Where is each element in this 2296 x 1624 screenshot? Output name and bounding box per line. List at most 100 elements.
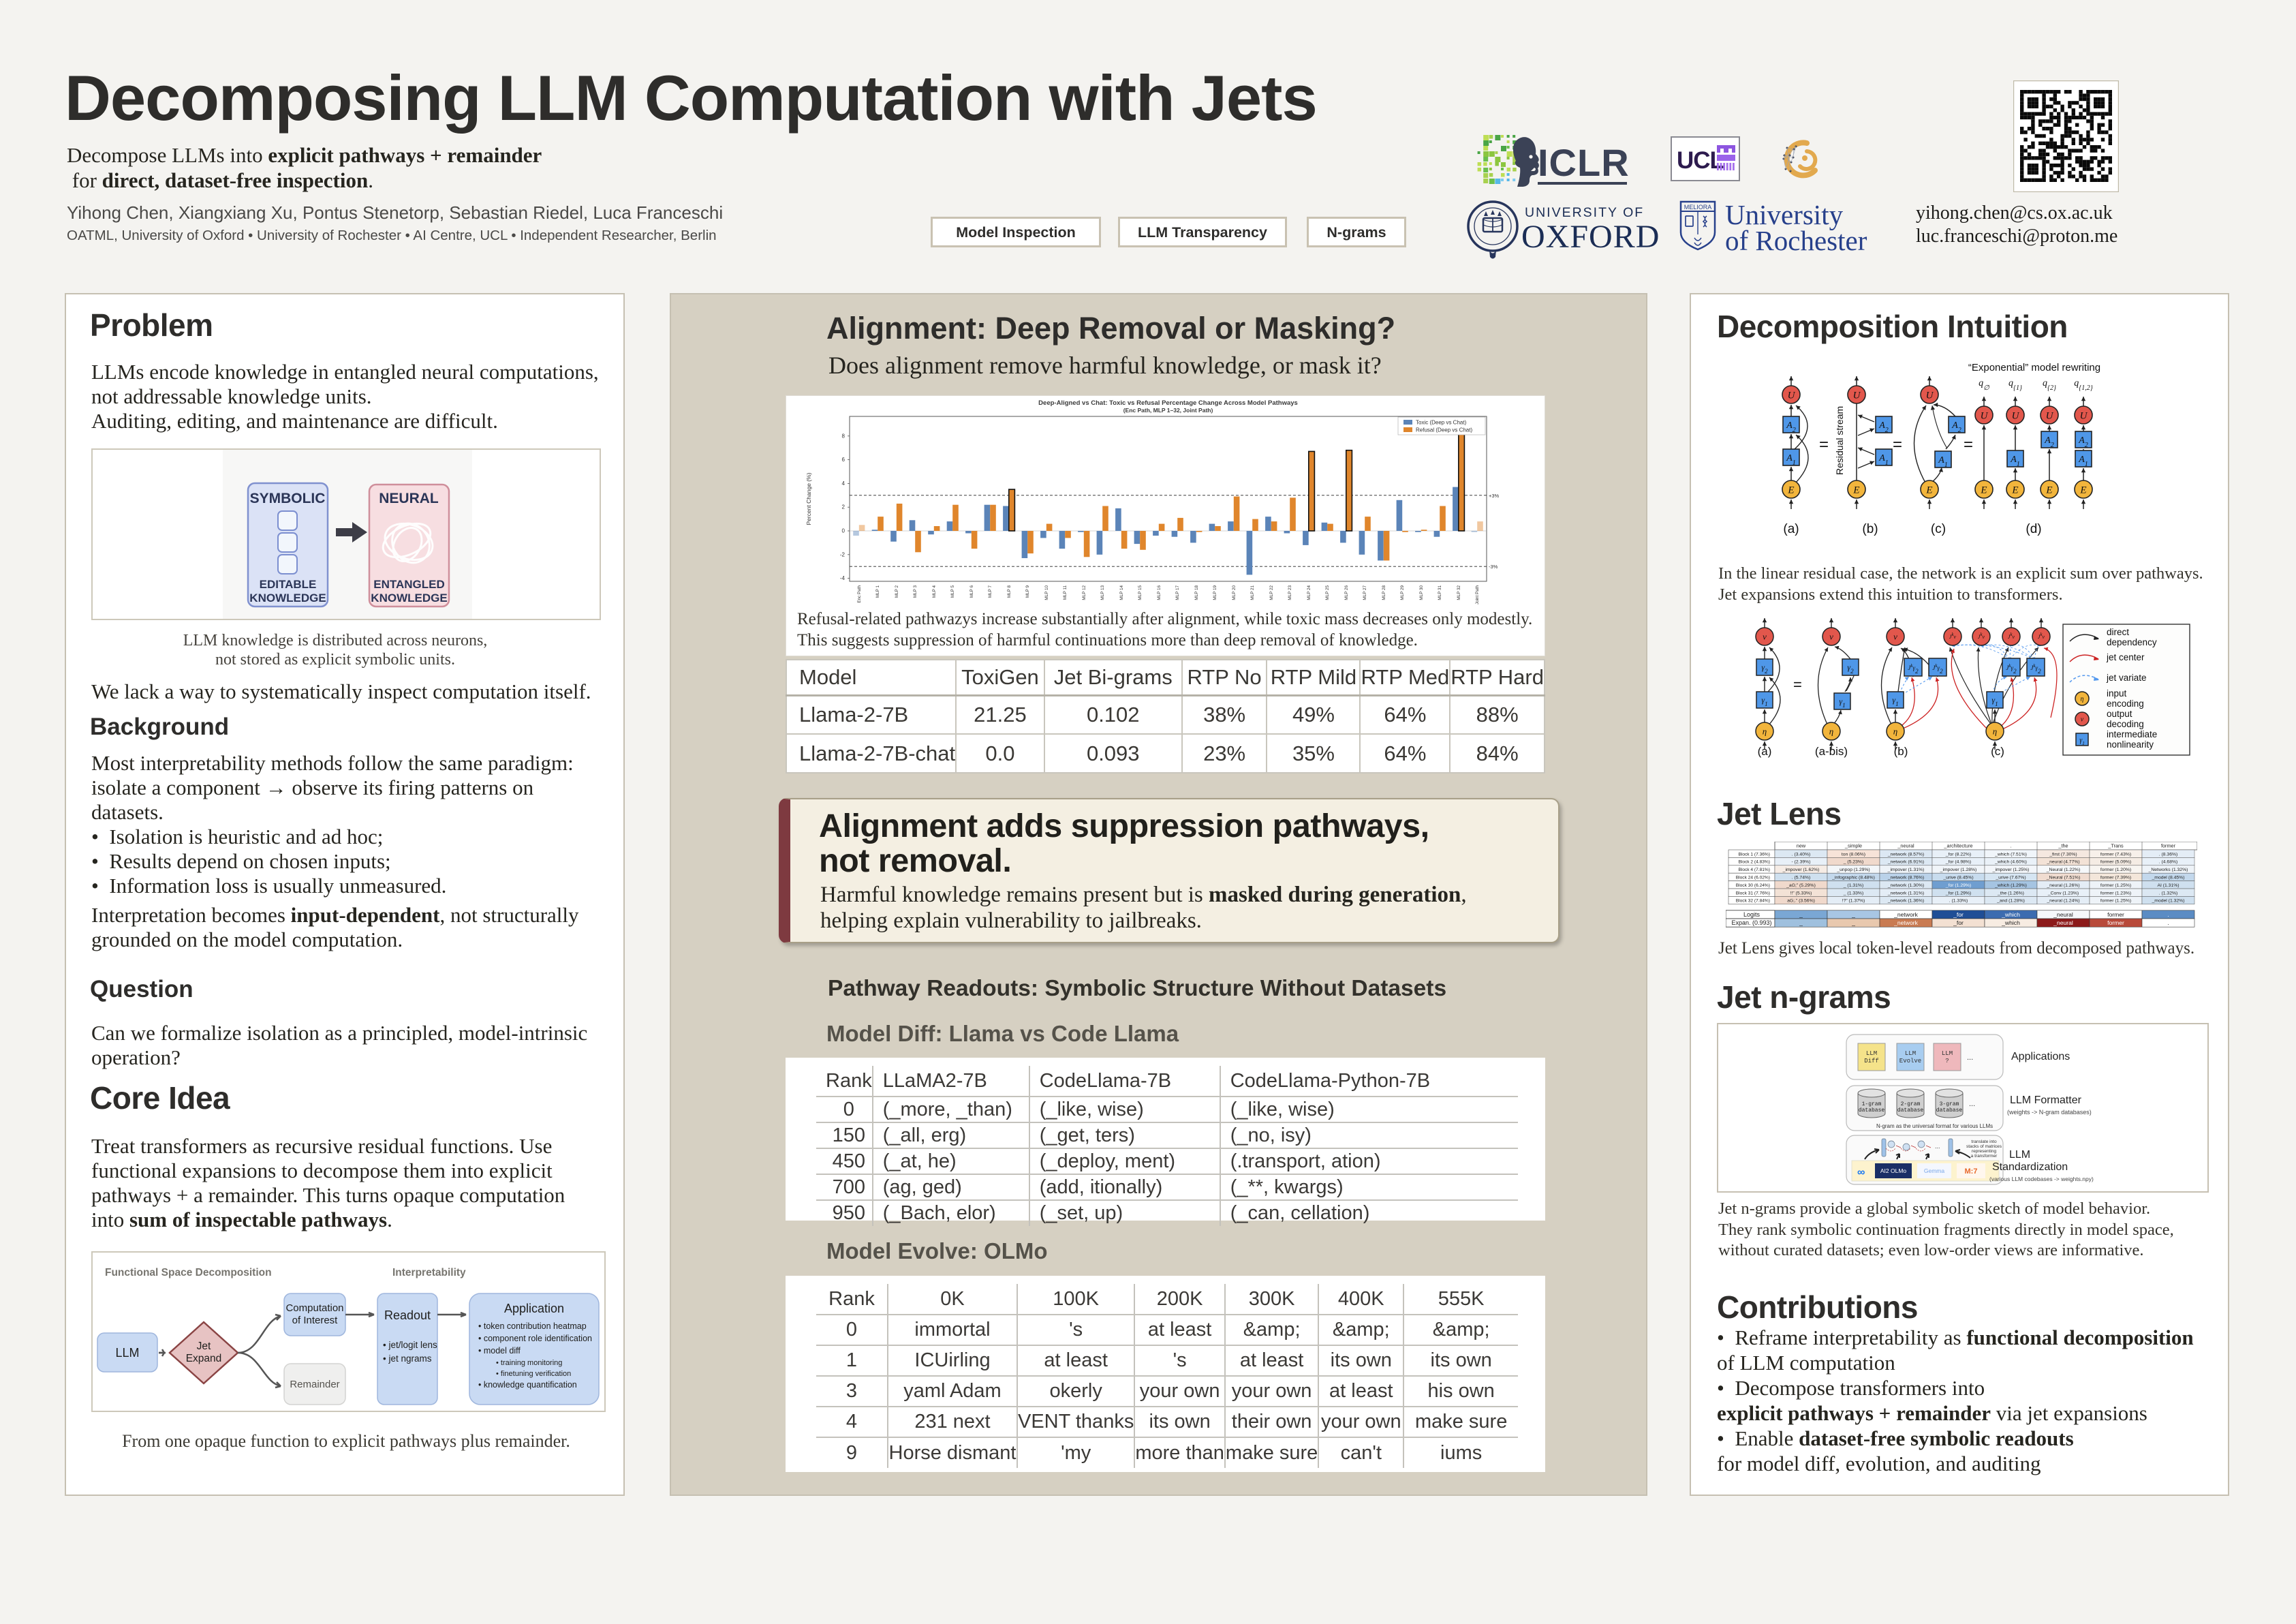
svg-text:_network (1.30%): _network (1.30%) <box>1887 883 1924 888</box>
svg-text:intermediate: intermediate <box>2107 729 2157 739</box>
svg-text:_Neural (7.51%): _Neural (7.51%) <box>2046 876 2081 880</box>
svg-text:Interpretability: Interpretability <box>392 1267 466 1278</box>
svg-text:-2: -2 <box>840 551 846 557</box>
svg-text:(Enc Path, MLP 1–32, Joint Pat: (Enc Path, MLP 1–32, Joint Path) <box>1123 407 1213 414</box>
svg-text:MLP 4: MLP 4 <box>932 585 937 598</box>
svg-text:Application: Application <box>504 1302 564 1315</box>
svg-text:v: v <box>2081 716 2084 724</box>
svg-text:Jkv: Jkv <box>2008 632 2015 640</box>
svg-text:University: University <box>1725 199 1844 230</box>
svg-text:NEURAL: NEURAL <box>379 491 439 506</box>
svg-text:aG;.” (3.56%): aG;.” (3.56%) <box>1787 899 1815 904</box>
svg-text:...: ... <box>1935 1143 1940 1150</box>
svg-text:_impover (1.28%): _impover (1.28%) <box>1940 868 1977 872</box>
svg-text:_the (1.26%): _the (1.26%) <box>1997 891 2024 895</box>
svg-text:E: E <box>2011 485 2018 495</box>
svg-text:_the: _the <box>2058 843 2068 849</box>
svg-text:of Rochester: of Rochester <box>1725 225 1867 256</box>
svg-text:representing: representing <box>1972 1149 1997 1154</box>
svg-text:_for: _for <box>1953 919 1964 926</box>
svg-text:Block 32 (7.84%): Block 32 (7.84%) <box>1736 899 1770 904</box>
svg-text:3-gram: 3-gram <box>1940 1101 1959 1107</box>
svg-text:(c): (c) <box>1991 745 2004 758</box>
svg-text:_for (8.22%): _for (8.22%) <box>1945 852 1971 857</box>
svg-text:(weights -> N-gram databases): (weights -> N-gram databases) <box>2007 1109 2092 1116</box>
svg-text:former (1.23%): former (1.23%) <box>2100 891 2131 895</box>
svg-text:η: η <box>2081 696 2084 703</box>
svg-text:Block 30 (6.24%): Block 30 (6.24%) <box>1736 883 1770 888</box>
svg-text:Readout: Readout <box>384 1308 431 1322</box>
svg-text:U: U <box>1981 410 1989 421</box>
svg-text:former: former <box>2107 911 2124 918</box>
svg-text:Remainder: Remainder <box>290 1379 339 1390</box>
svg-text:Refusal (Deep vs Chat): Refusal (Deep vs Chat) <box>1416 427 1472 433</box>
svg-text:• knowledge quantification: • knowledge quantification <box>478 1380 577 1390</box>
svg-text:_which: _which <box>2001 911 2020 918</box>
svg-text:Logits: Logits <box>1743 911 1760 918</box>
svg-text:ton (8.06%): ton (8.06%) <box>1842 852 1865 857</box>
svg-text:_impover (1.25%): _impover (1.25%) <box>1992 868 2030 872</box>
svg-text:q∅: q∅ <box>1979 378 1990 392</box>
svg-text:E: E <box>2079 485 2086 495</box>
svg-text:decoding: decoding <box>2107 719 2144 729</box>
svg-text:-4: -4 <box>840 575 846 581</box>
svg-text:_neural: _neural <box>1897 843 1914 849</box>
svg-text:. (8.36%): . (8.36%) <box>2159 852 2178 857</box>
svg-text:former: former <box>2107 919 2124 926</box>
svg-text:MLP 9: MLP 9 <box>1025 585 1030 598</box>
svg-text:direct: direct <box>2107 627 2129 637</box>
svg-text:Block 24 (6.02%): Block 24 (6.02%) <box>1736 876 1770 880</box>
svg-text:U: U <box>2012 410 2020 421</box>
svg-text:former (1.20%): former (1.20%) <box>2100 868 2131 872</box>
svg-text:UCL: UCL <box>1677 147 1724 174</box>
svg-text:MLP 3: MLP 3 <box>913 585 918 598</box>
svg-text:MLP 8: MLP 8 <box>1007 585 1012 598</box>
svg-text:_urive (8.45%): _urive (8.45%) <box>1942 876 1973 880</box>
svg-text:q{1,2}: q{1,2} <box>2074 378 2093 392</box>
svg-text:_network (6.91%): _network (6.91%) <box>1887 860 1924 865</box>
svg-text:LLM: LLM <box>1905 1050 1916 1057</box>
svg-text:=: = <box>1964 435 1973 454</box>
svg-text:+3%: +3% <box>1489 493 1500 499</box>
svg-text:q{1}: q{1} <box>2008 378 2022 392</box>
svg-text:a transformer: a transformer <box>1971 1154 1998 1159</box>
svg-text:_and (1.28%): _and (1.28%) <box>1996 899 2025 904</box>
svg-text:ICLR: ICLR <box>1538 141 1630 184</box>
svg-text:_Neural (1.22%): _Neural (1.22%) <box>2046 868 2081 872</box>
svg-text:Expand: Expand <box>186 1353 222 1364</box>
svg-text:_: _ <box>1799 911 1803 918</box>
svg-text:Block 31 (7.76%): Block 31 (7.76%) <box>1736 891 1770 895</box>
svg-text:_for (1.29%): _for (1.29%) <box>1945 891 1971 895</box>
svg-text:Block 4 (7.81%): Block 4 (7.81%) <box>1738 868 1770 872</box>
svg-text:_ (5.23%): _ (5.23%) <box>1843 860 1863 865</box>
svg-text:MLP 14: MLP 14 <box>1119 585 1124 600</box>
svg-text:MLP 25: MLP 25 <box>1325 585 1330 600</box>
svg-text:_unpop (1.29%): _unpop (1.29%) <box>1836 868 1870 872</box>
svg-text:LLM Formatter: LLM Formatter <box>2010 1094 2082 1106</box>
svg-text:MLP 6: MLP 6 <box>969 585 974 598</box>
svg-text:γ1: γ1 <box>2079 737 2084 746</box>
svg-text:MELIORA: MELIORA <box>1684 204 1712 211</box>
svg-text:LLM: LLM <box>115 1346 139 1360</box>
svg-text:translate into: translate into <box>1971 1139 1997 1144</box>
svg-text:η: η <box>1763 726 1767 737</box>
svg-text:stacks of matrices: stacks of matrices <box>1966 1144 2002 1149</box>
svg-text:AI (1.31%): AI (1.31%) <box>2157 883 2179 888</box>
svg-text:U: U <box>1926 390 1934 401</box>
svg-text:Percent Change (%): Percent Change (%) <box>805 472 812 525</box>
svg-text:“Exponential” model rewriting: “Exponential” model rewriting <box>1968 363 2100 373</box>
svg-text:MLP 7: MLP 7 <box>988 585 993 598</box>
svg-text:of Interest: of Interest <box>292 1315 339 1326</box>
svg-text:0: 0 <box>842 528 846 534</box>
svg-text:MLP 30: MLP 30 <box>1419 585 1424 600</box>
svg-text:AI2 OLMo: AI2 OLMo <box>1880 1167 1907 1174</box>
svg-text:SYMBOLIC: SYMBOLIC <box>250 491 326 506</box>
svg-text:8: 8 <box>842 433 846 439</box>
svg-text:Functional Space Decomposition: Functional Space Decomposition <box>105 1267 272 1278</box>
svg-text:Jkv: Jkv <box>1978 632 1985 640</box>
svg-text:(d): (d) <box>2026 522 2041 536</box>
svg-text:E: E <box>1980 485 1987 495</box>
svg-text:former (1.25%): former (1.25%) <box>2100 883 2131 888</box>
svg-text:_which (1.29%): _which (1.29%) <box>1994 883 2027 888</box>
svg-text:∞: ∞ <box>1857 1167 1865 1178</box>
